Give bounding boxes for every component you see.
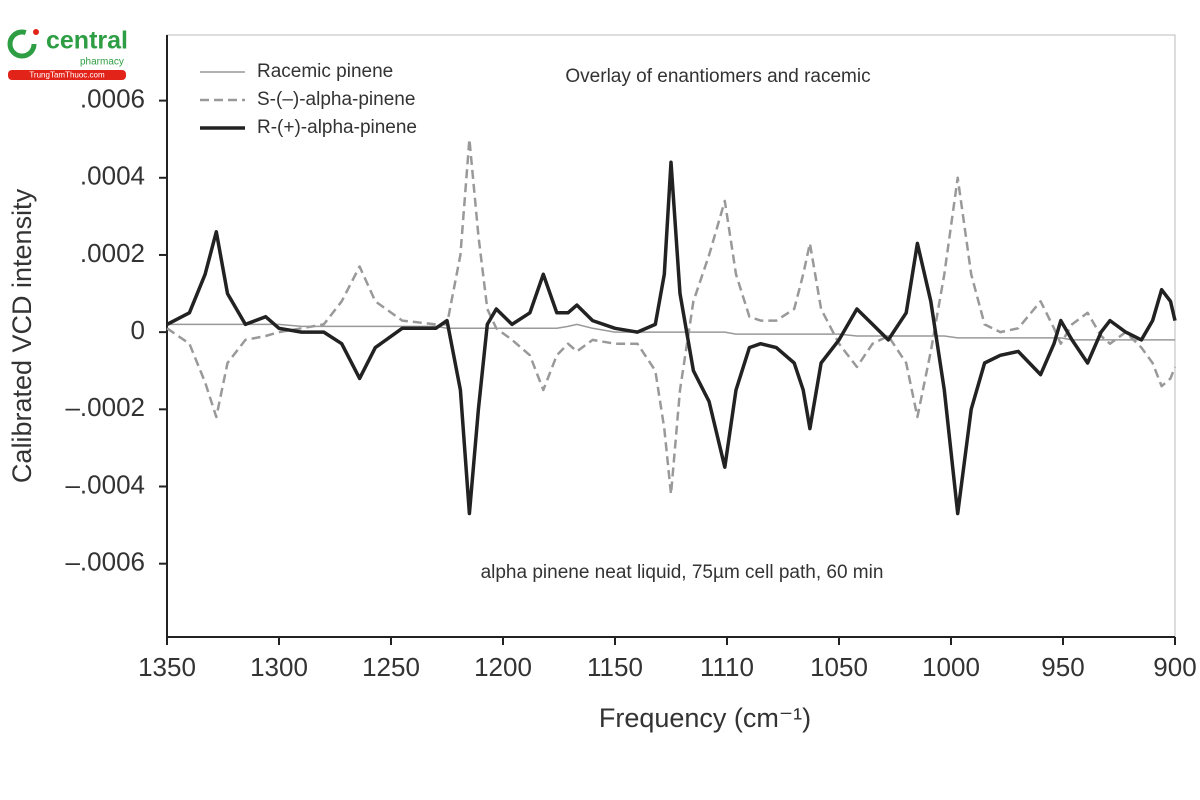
- annotation: alpha pinene neat liquid, 75µm cell path…: [481, 562, 884, 583]
- series-line: [166, 137, 1177, 496]
- series-line: [167, 323, 1175, 341]
- logo-bar: [8, 70, 126, 80]
- x-tick-label: 1250: [362, 652, 420, 682]
- y-tick-label: .0004: [80, 161, 145, 191]
- logo-tagline: pharmacy: [80, 57, 124, 68]
- x-tick-label: 1110: [700, 652, 754, 682]
- x-tick-label: 1050: [810, 652, 868, 682]
- logo: central pharmacy TrungTamThuoc.com: [7, 27, 128, 80]
- legend-label: S-(–)-alpha-pinene: [257, 89, 415, 110]
- y-tick-label: .0002: [80, 238, 145, 268]
- annotation: Overlay of enantiomers and racemic: [565, 66, 870, 87]
- x-tick-label: 1350: [138, 652, 196, 682]
- x-tick-label: 1000: [922, 652, 980, 682]
- x-tick-label: 1150: [587, 652, 643, 682]
- x-tick-label: 1300: [250, 652, 308, 682]
- y-tick-label: .0006: [80, 83, 145, 113]
- logo-icon: [7, 29, 37, 59]
- logo-dot: [33, 29, 39, 35]
- y-axis-label: Calibrated VCD intensity: [7, 188, 37, 483]
- x-tick-label: 1200: [474, 652, 532, 682]
- y-tick-label: –.0004: [65, 469, 145, 499]
- y-tick-label: –.0002: [65, 392, 145, 422]
- y-tick-label: –.0006: [65, 547, 145, 577]
- logo-site: TrungTamThuoc.com: [29, 71, 105, 80]
- logo-name: central: [46, 27, 128, 55]
- legend-label: R-(+)-alpha-pinene: [257, 117, 417, 138]
- series-line: [166, 160, 1177, 516]
- x-axis-label: Frequency (cm⁻¹): [599, 703, 811, 733]
- y-tick-label: 0: [131, 315, 145, 345]
- x-tick-label: 900: [1153, 652, 1196, 682]
- legend-label: Racemic pinene: [257, 61, 393, 82]
- x-tick-label: 950: [1041, 652, 1084, 682]
